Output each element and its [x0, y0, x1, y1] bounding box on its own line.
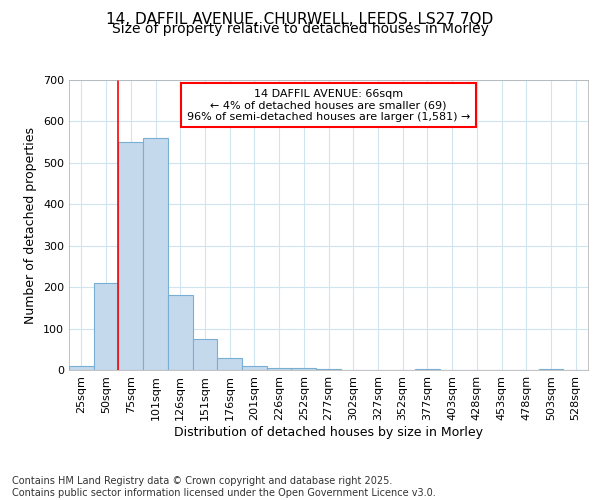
X-axis label: Distribution of detached houses by size in Morley: Distribution of detached houses by size … [174, 426, 483, 438]
Bar [316, 369, 341, 370]
Bar [94, 283, 118, 370]
Text: 14 DAFFIL AVENUE: 66sqm
← 4% of detached houses are smaller (69)
96% of semi-det: 14 DAFFIL AVENUE: 66sqm ← 4% of detached… [187, 88, 470, 122]
Bar [217, 358, 242, 370]
Bar [267, 368, 292, 370]
Bar [292, 368, 316, 370]
Bar [193, 339, 217, 370]
Bar [168, 296, 193, 370]
Bar [242, 366, 267, 370]
Text: Size of property relative to detached houses in Morley: Size of property relative to detached ho… [112, 22, 488, 36]
Bar [69, 366, 94, 370]
Bar [539, 369, 563, 370]
Bar [118, 142, 143, 370]
Bar [415, 369, 440, 370]
Y-axis label: Number of detached properties: Number of detached properties [25, 126, 37, 324]
Text: 14, DAFFIL AVENUE, CHURWELL, LEEDS, LS27 7QD: 14, DAFFIL AVENUE, CHURWELL, LEEDS, LS27… [106, 12, 494, 28]
Text: Contains HM Land Registry data © Crown copyright and database right 2025.
Contai: Contains HM Land Registry data © Crown c… [12, 476, 436, 498]
Bar [143, 138, 168, 370]
